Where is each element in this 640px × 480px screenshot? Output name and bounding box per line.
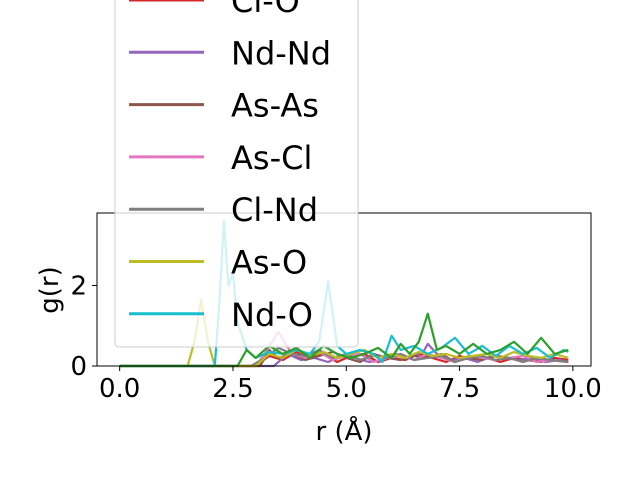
legend-label: Nd-O bbox=[231, 296, 313, 334]
series-line-cl-nd bbox=[119, 346, 569, 368]
x-tick-label: 10.0 bbox=[544, 374, 602, 404]
legend-label: As-Cl bbox=[231, 139, 312, 177]
legend-label: Cl-O bbox=[231, 0, 300, 20]
x-tick-label: 5.0 bbox=[326, 374, 367, 404]
legend-label: As-O bbox=[231, 244, 307, 282]
legend-label: As-As bbox=[231, 87, 319, 125]
y-axis-label: g(r) bbox=[35, 266, 65, 313]
x-tick-label: 2.5 bbox=[212, 374, 253, 404]
x-tick-label: 7.5 bbox=[439, 374, 480, 404]
axis-ticks: 0.0 2.5 5.0 7.5 10.0 0 2 bbox=[70, 271, 601, 404]
legend-label: Cl-Nd bbox=[231, 191, 318, 229]
series-line-unlabeled-7 bbox=[119, 312, 569, 368]
legend: Cl-O Nd-Nd As-As As-Cl Cl-Nd As-O Nd-O bbox=[114, 0, 359, 348]
x-tick-label: 0.0 bbox=[99, 374, 140, 404]
y-tick-label: 2 bbox=[70, 271, 87, 301]
y-tick-label: 0 bbox=[70, 352, 87, 382]
legend-label: Nd-Nd bbox=[231, 34, 331, 72]
x-axis-label: r (Å) bbox=[315, 415, 372, 447]
